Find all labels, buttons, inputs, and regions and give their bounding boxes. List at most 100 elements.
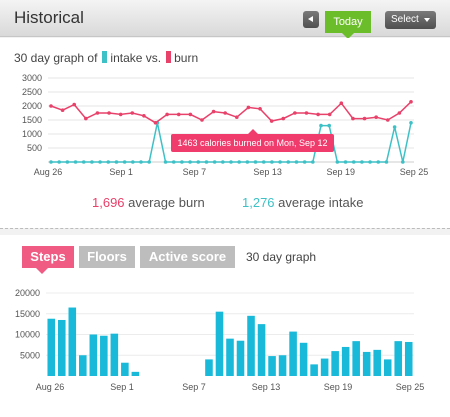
intake-point (171, 160, 176, 164)
burn-tooltip: 1463 calories burned on Mon, Sep 12 (171, 129, 334, 152)
average-burn-label: average burn (128, 195, 205, 210)
burn-legend-label: burn (174, 51, 199, 65)
intake-point (204, 160, 209, 164)
burn-point (362, 116, 367, 121)
burn-point (60, 108, 65, 112)
burn-point (153, 121, 158, 125)
y-tick-label: 1000 (22, 129, 42, 139)
x-tick-label: Sep 13 (253, 167, 282, 177)
calorie-graph-label: 30 day graph of intake vs. burn (14, 51, 198, 65)
steps-bar (404, 341, 413, 376)
burn-series-line (50, 101, 412, 124)
intake-point (212, 160, 217, 164)
tab-floors[interactable]: Floors (79, 246, 135, 268)
select-dropdown[interactable]: Select (385, 11, 436, 29)
burn-point (188, 112, 193, 117)
intake-point (294, 160, 299, 164)
intake-point (311, 160, 315, 164)
x-tick-label: Aug 26 (34, 167, 63, 177)
y-tick-label: 3000 (22, 73, 42, 83)
section-divider (0, 228, 450, 229)
calorie-panel (0, 38, 450, 228)
burn-point (72, 102, 77, 107)
intake-point (270, 160, 274, 164)
burn-point (409, 100, 413, 104)
chevron-down-icon (424, 18, 430, 22)
steps-bar (89, 334, 98, 376)
page-title: Historical (14, 8, 84, 27)
steps-bar (278, 355, 287, 376)
intake-point (286, 160, 291, 164)
steps-bar (268, 356, 276, 376)
intake-point (392, 125, 397, 129)
intake-point (114, 160, 119, 164)
average-burn-summary: 1,696 average burn (92, 195, 205, 210)
intake-point (401, 160, 405, 164)
burn-point (211, 109, 216, 114)
burn-point (235, 115, 239, 119)
previous-button[interactable] (303, 11, 319, 28)
burn-point (281, 116, 286, 121)
steps-bar (131, 371, 140, 376)
intake-point (237, 160, 241, 164)
steps-bar (121, 362, 129, 376)
x-tick-label: Sep 13 (252, 382, 281, 392)
burn-point (95, 111, 100, 115)
intake-point (98, 160, 102, 164)
steps-bar (352, 341, 360, 376)
intake-point (221, 160, 225, 164)
steps-bar (47, 318, 56, 376)
intake-point (139, 160, 143, 164)
tab-active-score[interactable]: Active score (140, 246, 235, 268)
x-tick-label: Sep 25 (396, 382, 425, 392)
steps-bar (247, 315, 255, 376)
intake-point (409, 121, 413, 125)
intake-point (253, 160, 258, 164)
x-tick-label: Sep 19 (327, 167, 356, 177)
average-intake-value: 1,276 (242, 195, 275, 210)
intake-point (351, 160, 356, 164)
x-tick-label: Sep 7 (183, 167, 207, 177)
intake-point (302, 160, 307, 164)
intake-point (196, 160, 201, 164)
intake-point (278, 160, 282, 164)
intake-point (180, 160, 184, 164)
burn-point (351, 116, 355, 121)
intake-point (343, 160, 348, 164)
burn-point (327, 112, 332, 117)
intake-point (188, 160, 192, 164)
steps-bar (110, 333, 119, 376)
burn-point (142, 114, 146, 118)
intake-point (106, 160, 111, 164)
steps-bar (362, 351, 371, 376)
intake-point (245, 160, 250, 164)
burn-point (304, 111, 309, 115)
burn-point (130, 111, 135, 115)
burn-point (258, 107, 262, 111)
steps-bar (68, 307, 77, 376)
burn-point (84, 116, 88, 121)
intake-point (335, 160, 340, 164)
steps-bar (100, 335, 108, 376)
intake-point (319, 123, 323, 128)
burn-swatch (166, 51, 172, 63)
today-button[interactable]: Today (325, 11, 371, 39)
steps-bar (79, 355, 87, 376)
x-tick-label: Sep 25 (400, 167, 429, 177)
y-tick-label: 5000 (20, 350, 40, 360)
intake-point (261, 160, 266, 164)
burn-point (293, 111, 297, 115)
tab-steps[interactable]: Steps (22, 246, 74, 274)
intake-point (376, 160, 381, 164)
steps-bar (57, 319, 66, 376)
intake-point (360, 160, 364, 164)
graph-label-prefix: 30 day graph of (14, 51, 98, 65)
y-tick-label: 15000 (15, 309, 40, 319)
average-intake-label: average intake (278, 195, 364, 210)
burn-point (246, 105, 251, 110)
steps-bar (383, 359, 392, 376)
intake-point (57, 160, 61, 164)
steps-bar (373, 349, 381, 376)
x-tick-label: Sep 1 (110, 382, 134, 392)
